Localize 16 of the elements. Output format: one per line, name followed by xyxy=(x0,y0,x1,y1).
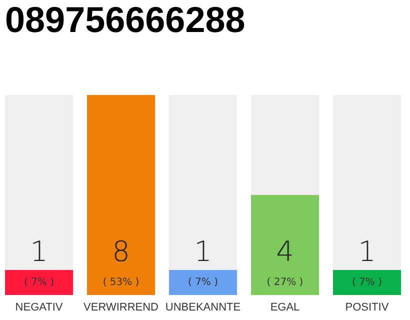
x-tick-label: UNBEKANNTE xyxy=(165,302,241,314)
annotation: ( 7% ) xyxy=(352,277,382,288)
x-tick-label: NEGATIV xyxy=(15,302,64,314)
data-label: 1 xyxy=(30,235,48,268)
x-tick-label: VERWIRREND xyxy=(84,302,159,314)
annotation: ( 53% ) xyxy=(102,277,140,288)
annotation: ( 7% ) xyxy=(24,277,54,288)
data-label: 4 xyxy=(276,235,294,268)
data-label: 1 xyxy=(358,235,376,268)
annotation: ( 27% ) xyxy=(266,277,304,288)
annotation: ( 7% ) xyxy=(188,277,218,288)
data-label: 8 xyxy=(112,235,130,268)
data-label: 1 xyxy=(194,235,212,268)
x-tick-label: POSITIV xyxy=(345,302,390,314)
x-tick-label: EGAL xyxy=(270,302,300,314)
chart-title: 089756666288 xyxy=(5,0,246,40)
